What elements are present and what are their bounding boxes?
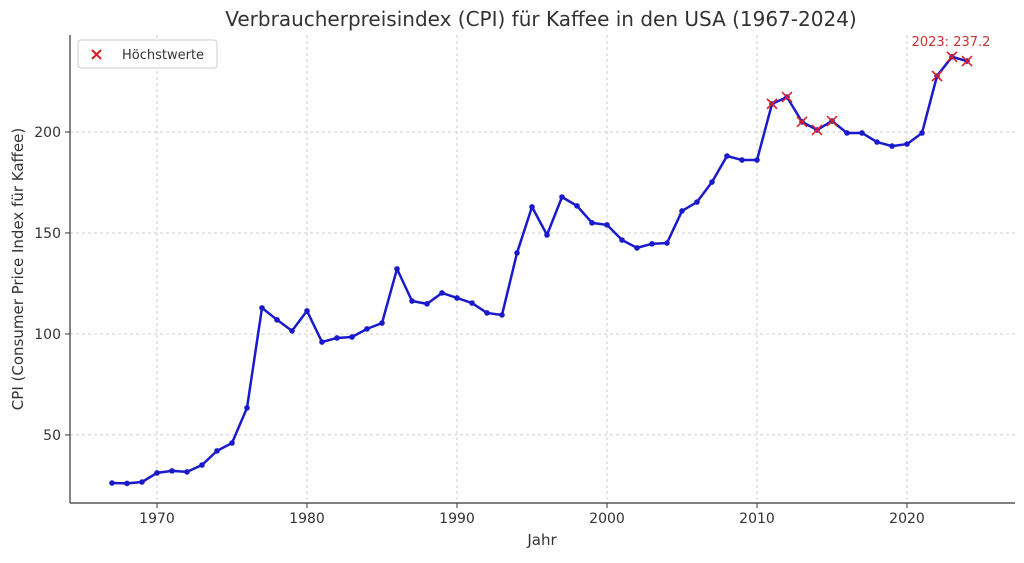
highlight-stroke bbox=[961, 55, 973, 67]
y-tick-label: 150 bbox=[34, 226, 61, 242]
data-point bbox=[604, 222, 610, 228]
highlight-stroke bbox=[766, 98, 778, 110]
highlight-stroke bbox=[796, 116, 808, 128]
x-tick-label: 2020 bbox=[889, 511, 925, 527]
data-point bbox=[199, 462, 205, 468]
y-tick-label: 100 bbox=[34, 327, 61, 343]
data-point bbox=[244, 405, 250, 411]
data-point bbox=[229, 440, 235, 446]
data-point bbox=[754, 157, 760, 163]
data-point bbox=[109, 480, 115, 486]
data-point bbox=[484, 310, 490, 316]
x-tick-label: 1990 bbox=[439, 511, 475, 527]
data-point bbox=[544, 232, 550, 238]
data-point bbox=[634, 245, 640, 251]
data-point bbox=[679, 208, 685, 214]
highlight-stroke bbox=[931, 70, 943, 82]
y-tick-label: 50 bbox=[43, 428, 61, 444]
cpi-line bbox=[111, 55, 968, 485]
y-tick-label: 200 bbox=[34, 125, 61, 141]
data-point bbox=[514, 250, 520, 256]
data-point bbox=[424, 301, 430, 307]
data-point bbox=[844, 130, 850, 136]
data-point bbox=[304, 308, 310, 314]
legend-marker-x-icon bbox=[91, 49, 102, 60]
data-point bbox=[439, 290, 445, 296]
data-point bbox=[334, 335, 340, 341]
data-point bbox=[919, 130, 925, 136]
data-point bbox=[454, 295, 460, 301]
highlight-stroke bbox=[781, 91, 793, 103]
data-point bbox=[859, 130, 865, 136]
grid bbox=[70, 35, 1015, 503]
legend-label: Höchstwerte bbox=[122, 48, 204, 63]
highlight-stroke bbox=[946, 51, 958, 63]
legend: Höchstwerte bbox=[77, 39, 218, 69]
peak-annotation: 2023: 237.2 bbox=[912, 35, 991, 50]
highlight-stroke bbox=[811, 124, 823, 136]
data-point bbox=[559, 194, 565, 200]
data-point bbox=[649, 241, 655, 247]
data-point bbox=[694, 199, 700, 205]
highlight-marker-x-icon bbox=[961, 55, 973, 67]
data-point bbox=[319, 339, 325, 345]
highlight-marker-x-icon bbox=[811, 124, 823, 136]
highlight-stroke bbox=[826, 115, 838, 127]
highlight-marker-x-icon bbox=[946, 51, 958, 63]
data-point bbox=[589, 220, 595, 226]
data-point bbox=[724, 153, 730, 159]
data-point bbox=[274, 316, 280, 323]
highlight-marker-x-icon bbox=[931, 70, 943, 82]
highlight-marker-x-icon bbox=[826, 115, 838, 127]
x-tick-label: 1970 bbox=[139, 511, 175, 527]
series bbox=[109, 51, 973, 487]
data-point bbox=[874, 139, 880, 145]
highlight-marker-x-icon bbox=[781, 91, 793, 103]
data-point bbox=[124, 480, 130, 487]
x-tick-label: 2010 bbox=[739, 511, 775, 527]
chart-title: Verbraucherpreisindex (CPI) für Kaffee i… bbox=[225, 7, 856, 31]
data-point bbox=[409, 298, 415, 304]
data-point bbox=[379, 320, 385, 326]
axes bbox=[69, 35, 1015, 504]
x-tick-label: 1980 bbox=[289, 511, 325, 527]
data-point bbox=[289, 328, 295, 334]
x-axis-label: Jahr bbox=[526, 531, 557, 549]
y-axis-label: CPI (Consumer Price Index für Kaffee) bbox=[9, 128, 27, 410]
highlight-marker-x-icon bbox=[766, 98, 778, 110]
data-point bbox=[184, 469, 190, 475]
data-point bbox=[739, 157, 745, 163]
data-point bbox=[139, 479, 145, 485]
data-point bbox=[364, 326, 370, 332]
data-point bbox=[499, 312, 505, 318]
data-point bbox=[619, 237, 625, 243]
data-point bbox=[529, 204, 535, 210]
data-point bbox=[469, 300, 475, 306]
data-point bbox=[349, 334, 355, 340]
data-point bbox=[154, 470, 160, 476]
x-tick-label: 2000 bbox=[589, 511, 625, 527]
data-point bbox=[169, 468, 175, 474]
data-point bbox=[259, 305, 265, 311]
data-point bbox=[214, 448, 220, 454]
data-point bbox=[904, 141, 910, 147]
ticks: 1970 1980 1990 2000 2010 2020 50 100 150 200 bbox=[34, 125, 925, 527]
highlight-marker-x-icon bbox=[796, 116, 808, 128]
data-point bbox=[889, 143, 895, 149]
data-point bbox=[574, 203, 580, 209]
data-point bbox=[664, 240, 670, 246]
data-point bbox=[394, 266, 400, 272]
data-point bbox=[709, 179, 715, 185]
